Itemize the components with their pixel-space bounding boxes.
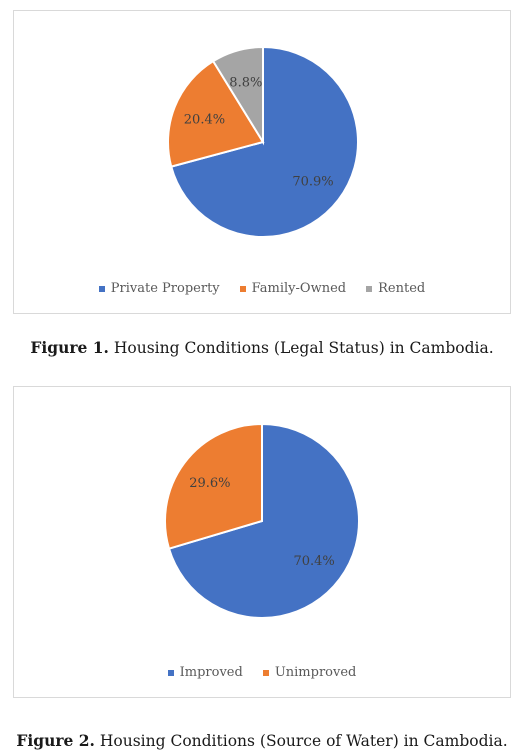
- legend-swatch-blue: [98, 285, 105, 292]
- pie-slice-family-owned: [167, 59, 265, 168]
- legend-water-source: Improved Unimproved: [14, 665, 510, 680]
- chart-housing-water-source: 70.4% 29.6% Improved Unimproved: [13, 386, 511, 698]
- data-label-unimproved: 29.6%: [189, 476, 230, 491]
- figure-1-caption: Figure 1. Housing Conditions (Legal Stat…: [0, 338, 524, 357]
- legend-swatch-orange: [239, 285, 246, 292]
- data-label-improved: 70.4%: [293, 554, 334, 569]
- legend-swatch-blue: [167, 669, 174, 676]
- pie-slice-rented: [211, 45, 264, 146]
- legend-item-rented: Rented: [366, 281, 425, 296]
- chart-housing-legal-status: 70.9% 20.4% 8.8% Private Property Family-O…: [13, 10, 511, 314]
- pie-chart-water-source: 70.4% 29.6%: [164, 422, 360, 619]
- legend-legal-status: Private Property Family-Owned Rented: [14, 281, 510, 296]
- legend-swatch-gray: [366, 285, 373, 292]
- legend-item-improved: Improved: [167, 665, 243, 680]
- legend-label: Private Property: [110, 281, 220, 296]
- pie-chart-legal-status: 70.9% 20.4% 8.8%: [167, 45, 359, 238]
- caption-label: Figure 1.: [30, 338, 109, 357]
- pie-slice-improved: [167, 422, 360, 619]
- caption-text: Housing Conditions (Source of Water) in …: [99, 732, 508, 750]
- data-label-private-property: 70.9%: [292, 174, 333, 189]
- caption-label: Figure 2.: [16, 731, 95, 750]
- figure-2-caption: Figure 2. Housing Conditions (Source of …: [0, 731, 524, 750]
- legend-label: Unimproved: [274, 665, 357, 680]
- caption-text: Housing Conditions (Legal Status) in Cam…: [113, 339, 494, 357]
- legend-item-family-owned: Family-Owned: [239, 281, 347, 296]
- legend-swatch-orange: [262, 669, 269, 676]
- pie-slice-unimproved: [164, 422, 263, 550]
- legend-label: Rented: [378, 281, 426, 296]
- legend-item-private-property: Private Property: [98, 281, 220, 296]
- data-label-family-owned: 20.4%: [184, 113, 225, 128]
- data-label-rented: 8.8%: [229, 75, 262, 90]
- legend-item-unimproved: Unimproved: [262, 665, 357, 680]
- pie-slice-private-property: [170, 45, 359, 238]
- legend-label: Improved: [179, 665, 243, 680]
- legend-label: Family-Owned: [251, 281, 347, 296]
